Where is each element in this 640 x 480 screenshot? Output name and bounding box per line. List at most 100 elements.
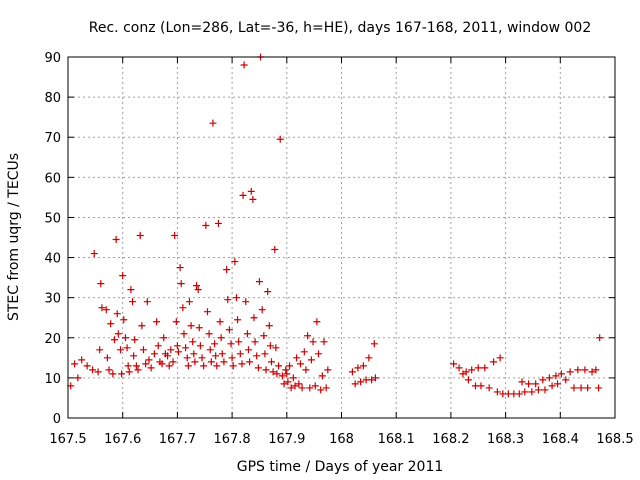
data-point — [214, 219, 222, 227]
data-point — [464, 376, 472, 384]
data-point — [541, 386, 549, 394]
data-point — [180, 330, 188, 338]
data-point — [359, 362, 367, 370]
data-point — [306, 384, 314, 392]
data-point — [324, 366, 332, 374]
x-tick-label: 167.9 — [268, 432, 305, 447]
data-point — [117, 346, 125, 354]
data-point — [552, 372, 560, 380]
data-point — [275, 362, 283, 370]
data-point — [89, 366, 97, 374]
data-point — [320, 338, 328, 346]
grid-lines — [68, 57, 615, 418]
data-point — [532, 380, 540, 388]
data-point — [368, 376, 376, 384]
data-point — [282, 366, 290, 374]
data-point — [98, 304, 106, 312]
data-point — [203, 308, 211, 316]
data-point — [103, 354, 111, 362]
data-point — [255, 278, 263, 286]
data-point — [147, 364, 155, 372]
data-point — [371, 374, 379, 382]
data-point — [235, 338, 243, 346]
data-point — [182, 344, 190, 352]
data-point — [287, 384, 295, 392]
data-point — [169, 358, 177, 366]
data-point — [265, 322, 273, 330]
data-point — [354, 364, 362, 372]
x-tick-label: 167.6 — [104, 432, 141, 447]
y-tick-label: 50 — [44, 211, 61, 226]
data-point — [271, 246, 279, 254]
data-point — [317, 386, 325, 394]
y-tick-label: 20 — [44, 332, 61, 347]
data-point — [539, 376, 547, 384]
data-point — [127, 286, 135, 294]
data-point — [112, 236, 120, 244]
data-point — [357, 378, 365, 386]
data-point — [187, 322, 195, 330]
x-tick-label: 167.7 — [159, 432, 196, 447]
data-point — [493, 388, 501, 396]
data-point — [596, 334, 604, 342]
data-point — [184, 362, 192, 370]
data-point — [174, 348, 182, 356]
data-point — [313, 318, 321, 326]
data-point — [468, 366, 476, 374]
x-axis-label: GPS time / Days of year 2011 — [237, 459, 444, 475]
data-point — [123, 344, 131, 352]
data-point — [110, 336, 118, 344]
chart-title: Rec. conz (Lon=286, Lat=-36, h=HE), days… — [89, 20, 591, 36]
data-point — [315, 350, 323, 358]
data-point — [545, 374, 553, 382]
data-point — [370, 340, 378, 348]
data-point — [154, 342, 162, 350]
data-point — [581, 366, 589, 374]
data-point — [164, 352, 172, 360]
data-point — [584, 384, 592, 392]
data-point — [190, 350, 198, 358]
data-point — [521, 388, 529, 396]
data-point — [179, 304, 187, 312]
data-point — [171, 231, 179, 239]
data-point — [477, 382, 485, 390]
y-tick-label: 10 — [44, 372, 61, 387]
data-point — [258, 306, 266, 314]
data-point — [173, 342, 181, 350]
data-point — [595, 384, 603, 392]
data-point — [592, 366, 600, 374]
data-point — [496, 354, 504, 362]
data-point — [195, 324, 203, 332]
data-point — [193, 282, 201, 290]
data-point — [143, 298, 151, 306]
data-point — [450, 360, 458, 368]
data-point — [185, 298, 193, 306]
data-point — [218, 350, 226, 358]
data-point — [153, 318, 161, 326]
data-point — [129, 298, 137, 306]
data-point — [528, 388, 536, 396]
data-point — [105, 366, 113, 374]
data-point — [283, 370, 291, 378]
data-point — [455, 364, 463, 372]
data-point — [304, 332, 312, 340]
data-point — [207, 358, 215, 366]
data-point — [124, 362, 132, 370]
data-point — [142, 360, 150, 368]
data-point — [247, 187, 255, 195]
data-point — [183, 354, 191, 362]
data-point — [490, 358, 498, 366]
data-point — [562, 376, 570, 384]
data-point — [300, 348, 308, 356]
data-point — [251, 338, 259, 346]
data-point — [481, 364, 489, 372]
data-point — [518, 378, 526, 386]
data-point — [240, 61, 248, 69]
data-point — [236, 350, 244, 358]
data-point — [261, 350, 269, 358]
data-point — [291, 382, 299, 390]
y-tick-label: 70 — [44, 131, 61, 146]
x-tick-label: 167.5 — [49, 432, 86, 447]
data-point — [574, 366, 582, 374]
data-point — [130, 352, 138, 360]
